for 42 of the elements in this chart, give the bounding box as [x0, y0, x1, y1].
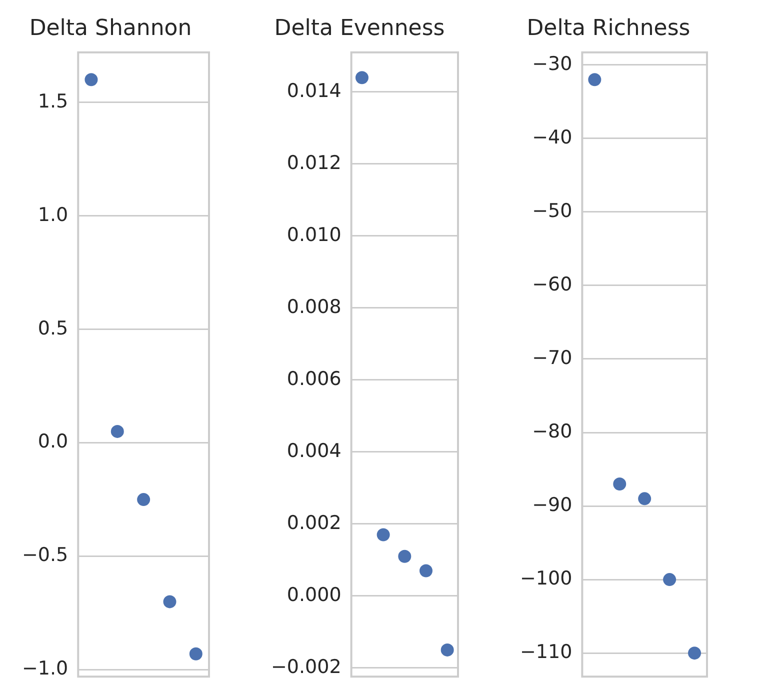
y-tick-label: −1.0 [22, 658, 68, 680]
y-tick-label: 0.0 [38, 430, 68, 453]
y-tick-label: −50 [532, 200, 572, 222]
point [613, 477, 626, 490]
chart-title: Delta Evenness [274, 16, 445, 41]
point [688, 646, 702, 660]
y-tick-label: −80 [532, 420, 572, 442]
y-tick-label: 1.0 [38, 204, 68, 226]
y-tick-label: −70 [532, 346, 572, 369]
y-tick-label: 0.014 [286, 80, 342, 102]
point [355, 71, 368, 84]
y-tick-label: 0.000 [286, 584, 342, 606]
point [84, 73, 98, 86]
y-tick-label: 0.008 [286, 296, 342, 318]
point [137, 493, 150, 506]
chart-title: Delta Shannon [29, 16, 192, 41]
point [110, 424, 124, 438]
y-tick-label: 1.5 [38, 90, 68, 112]
y-tick-label: −40 [532, 126, 572, 148]
y-tick-label: −90 [532, 494, 572, 516]
y-tick-label: −100 [520, 567, 572, 590]
point [398, 550, 412, 563]
y-tick-label: −110 [520, 641, 572, 664]
y-tick-label: 0.006 [286, 368, 342, 390]
y-tick-label: −0.5 [22, 544, 68, 566]
point [440, 643, 454, 656]
point [638, 492, 652, 506]
point [663, 573, 676, 586]
point [163, 595, 176, 608]
y-tick-label: 0.5 [38, 317, 68, 340]
y-tick-label: −60 [532, 273, 572, 296]
y-tick-label: 0.012 [286, 152, 342, 174]
point [376, 528, 390, 542]
y-tick-label: −0.002 [270, 656, 342, 678]
point [419, 564, 432, 578]
y-tick-label: 0.002 [286, 512, 342, 534]
point [588, 73, 602, 86]
y-tick-label: 0.004 [286, 440, 342, 462]
y-tick-label: 0.010 [286, 224, 342, 246]
chart-title: Delta Richness [526, 16, 690, 41]
point [189, 647, 202, 660]
y-tick-label: −30 [532, 52, 572, 75]
